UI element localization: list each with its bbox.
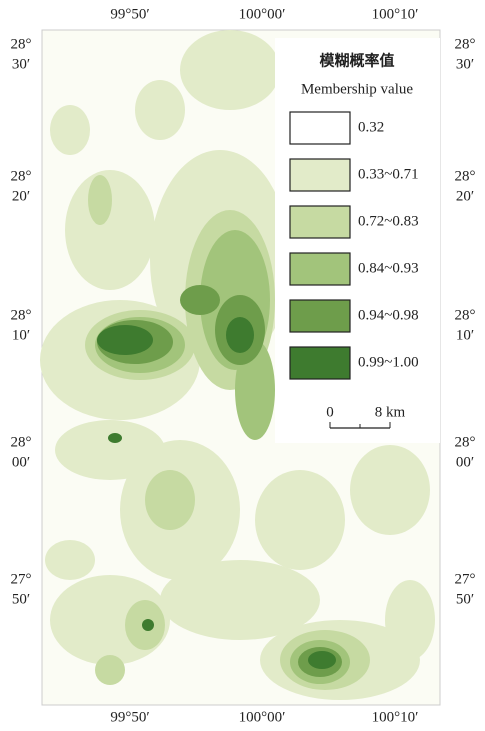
legend-label: 0.84~0.93 — [358, 260, 419, 276]
membership-zones — [40, 30, 435, 700]
scale-start: 0 — [326, 404, 334, 420]
latitude-minute: 30′ — [456, 56, 474, 72]
legend-label: 0.33~0.71 — [358, 166, 419, 182]
longitude-label: 99°50′ — [110, 6, 149, 22]
longitude-label: 99°50′ — [110, 709, 149, 725]
latitude-minute: 00′ — [12, 454, 30, 470]
latitude-minute: 20′ — [456, 188, 474, 204]
scale-end: 8 km — [375, 404, 406, 420]
legend-title-cn: 模糊概率值 — [319, 51, 394, 69]
latitude-minute: 20′ — [12, 188, 30, 204]
longitude-label: 100°00′ — [239, 6, 286, 22]
latitude-degree: 28° — [11, 307, 32, 323]
legend-panel — [275, 38, 440, 443]
latitude-minute: 30′ — [12, 56, 30, 72]
legend-label: 0.72~0.83 — [358, 213, 419, 229]
legend-swatch — [289, 205, 351, 239]
latitude-degree: 28° — [455, 168, 476, 184]
legend-title-en: Membership value — [301, 81, 413, 97]
legend-swatch — [289, 158, 351, 192]
latitude-degree: 28° — [11, 36, 32, 52]
legend-items: 0.32 0.33~0.71 0.72~0.83 0.84~0.93 0.94~0.98… — [289, 111, 419, 380]
latitude-degree: 28° — [455, 36, 476, 52]
legend-label: 0.94~0.98 — [358, 307, 419, 323]
latitude-degree: 27° — [455, 571, 476, 587]
latitude-degree: 28° — [11, 168, 32, 184]
latitude-minute: 00′ — [456, 454, 474, 470]
latitude-degree: 28° — [11, 434, 32, 450]
latitude-degree: 27° — [11, 571, 32, 587]
legend-swatch — [289, 346, 351, 380]
latitude-degree: 28° — [455, 307, 476, 323]
longitude-label: 100°00′ — [239, 709, 286, 725]
latitude-minute: 10′ — [12, 327, 30, 343]
latitude-minute: 50′ — [12, 591, 30, 607]
legend-label: 0.32 — [358, 119, 384, 135]
longitude-label: 100°10′ — [372, 709, 419, 725]
legend-swatch — [289, 299, 351, 333]
legend-swatch — [289, 111, 351, 145]
latitude-degree: 28° — [455, 434, 476, 450]
legend-swatch — [289, 252, 351, 286]
legend-label: 0.99~1.00 — [358, 354, 419, 370]
latitude-minute: 50′ — [456, 591, 474, 607]
longitude-label: 100°10′ — [372, 6, 419, 22]
latitude-minute: 10′ — [456, 327, 474, 343]
